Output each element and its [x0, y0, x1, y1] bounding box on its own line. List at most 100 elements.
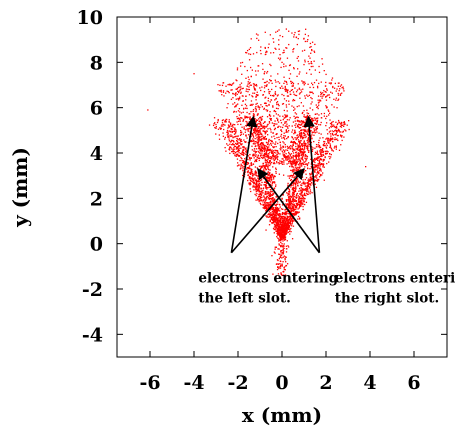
data-point [297, 201, 300, 203]
data-point [253, 150, 255, 152]
data-point [307, 83, 309, 85]
data-point [250, 84, 252, 86]
data-point [297, 153, 299, 155]
data-point [288, 152, 290, 155]
data-point [259, 184, 261, 186]
data-point [286, 156, 288, 158]
data-point [342, 130, 345, 132]
data-point [268, 177, 271, 179]
data-point [254, 182, 256, 184]
data-point [254, 130, 256, 132]
data-point [310, 96, 312, 99]
data-point [232, 143, 234, 145]
data-point [330, 91, 332, 93]
data-point [270, 181, 272, 183]
data-point [255, 129, 257, 132]
data-point [252, 109, 255, 111]
data-point [240, 117, 242, 119]
data-point [280, 249, 282, 252]
data-point [249, 173, 252, 176]
data-point [267, 164, 270, 166]
data-point [238, 117, 240, 120]
data-point [328, 140, 331, 142]
data-point [250, 183, 252, 185]
data-point [316, 113, 318, 115]
data-point [296, 204, 298, 207]
data-point [308, 63, 310, 65]
data-point [251, 95, 253, 97]
data-point [325, 96, 327, 98]
data-point [244, 65, 246, 68]
data-point [251, 149, 254, 151]
data-point [316, 174, 318, 176]
data-point [281, 243, 283, 245]
data-point [262, 204, 264, 206]
data-point [258, 147, 260, 150]
data-point [294, 155, 297, 157]
data-point [267, 207, 270, 209]
data-point [257, 134, 259, 136]
data-point [297, 60, 300, 62]
data-point [278, 214, 280, 216]
data-point [300, 151, 302, 154]
data-point [252, 96, 254, 98]
data-point [265, 51, 267, 54]
data-point [271, 151, 274, 153]
data-point [331, 92, 333, 94]
data-point [306, 193, 309, 196]
data-point [253, 89, 256, 91]
data-point [260, 52, 262, 55]
data-point [297, 215, 300, 218]
data-point [317, 164, 319, 167]
data-point [220, 91, 223, 93]
data-point [318, 156, 320, 158]
data-point [306, 191, 308, 193]
data-point [277, 223, 279, 226]
data-point [298, 140, 300, 143]
data-point [321, 163, 323, 166]
data-point [268, 179, 271, 182]
data-point [281, 147, 283, 149]
data-point [311, 138, 313, 140]
data-point [288, 202, 291, 205]
data-point [232, 136, 234, 139]
data-point [286, 149, 289, 151]
data-point [276, 210, 278, 213]
annotation-arrow [230, 168, 305, 254]
data-point [261, 166, 263, 168]
data-point [302, 82, 304, 84]
data-point [267, 177, 270, 180]
data-point [284, 209, 286, 211]
data-point [265, 196, 268, 199]
data-point [254, 124, 257, 126]
data-point [236, 151, 238, 153]
data-point [294, 163, 296, 165]
data-point [264, 201, 266, 204]
data-point [282, 141, 284, 143]
data-point [301, 165, 303, 167]
data-point [238, 90, 240, 93]
data-point [314, 153, 316, 155]
data-point [259, 129, 261, 132]
data-point [261, 196, 263, 198]
data-point [236, 135, 238, 137]
data-point [336, 123, 338, 126]
data-point [316, 164, 318, 166]
data-point [261, 150, 263, 152]
data-point [281, 212, 284, 215]
data-point [300, 205, 302, 207]
data-point [259, 133, 262, 135]
data-point [346, 124, 348, 126]
data-point [288, 151, 290, 154]
data-point [280, 225, 282, 227]
data-point [291, 222, 294, 224]
data-point [222, 90, 225, 92]
data-point [258, 137, 260, 139]
data-point [290, 207, 293, 209]
data-point [234, 102, 236, 104]
data-point [259, 87, 261, 89]
data-point [279, 210, 281, 212]
data-point [269, 34, 272, 36]
data-point [253, 83, 256, 85]
data-point [269, 215, 271, 217]
